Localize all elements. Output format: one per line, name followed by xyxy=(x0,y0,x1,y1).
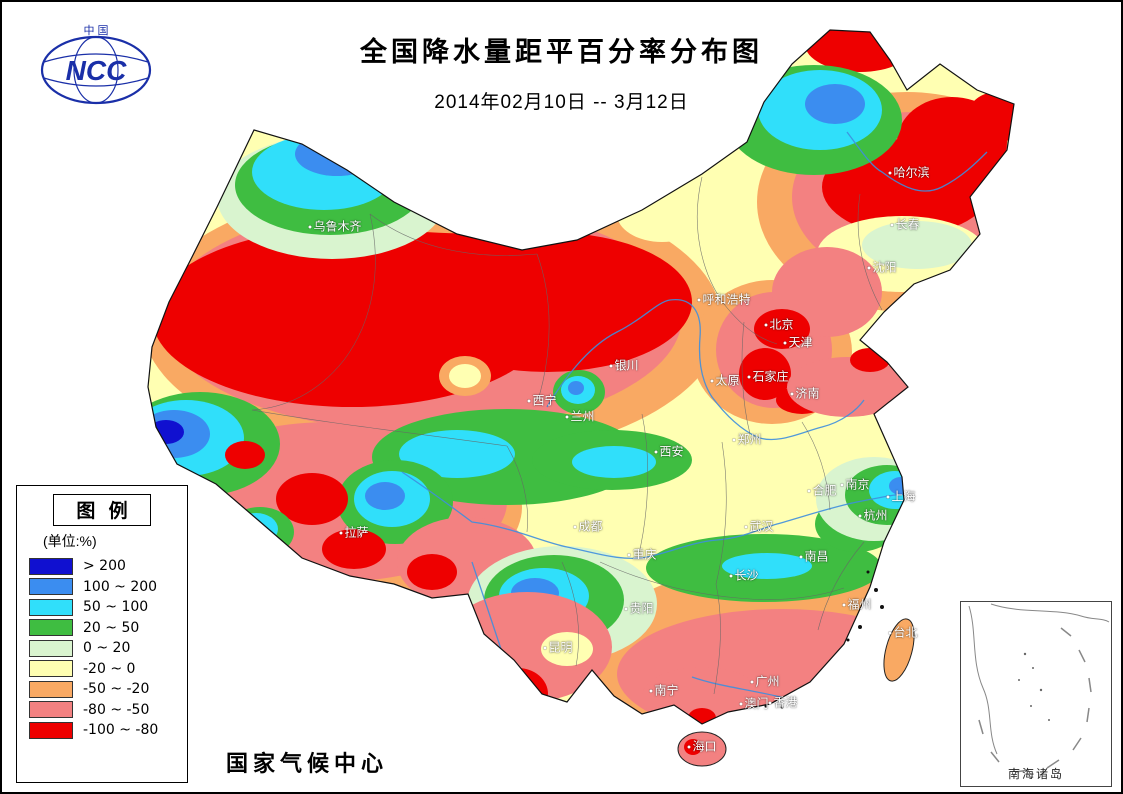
legend-swatch xyxy=(29,660,73,677)
legend-item: -20 ~ 0 xyxy=(29,660,187,677)
coast-islets xyxy=(764,570,884,709)
legend-label: > 200 xyxy=(83,558,126,574)
legend-swatch xyxy=(29,701,73,718)
legend-item: > 200 xyxy=(29,557,187,575)
nine-dash-line xyxy=(978,627,1092,773)
province-boundaries xyxy=(251,176,883,695)
legend-unit: (单位:%) xyxy=(43,533,97,549)
inset-label: 南海诸岛 xyxy=(1007,767,1064,781)
legend-swatch xyxy=(29,557,73,575)
legend-swatch xyxy=(29,598,73,616)
legend-item: 0 ~ 20 xyxy=(29,639,187,657)
china-outline xyxy=(147,29,1015,725)
inset-map xyxy=(968,603,1110,773)
legend-item: -100 ~ -80 xyxy=(29,721,187,739)
legend-label: -80 ~ -50 xyxy=(83,701,150,718)
legend-item: 50 ~ 100 xyxy=(29,598,187,616)
legend-item: 100 ~ 200 xyxy=(29,578,187,595)
legend-item: -50 ~ -20 xyxy=(29,680,187,698)
legend-swatch xyxy=(29,619,73,636)
legend-label: 50 ~ 100 xyxy=(83,599,149,615)
taiwan-island xyxy=(883,618,915,682)
legend-label: -100 ~ -80 xyxy=(83,722,159,738)
legend-label: -50 ~ -20 xyxy=(83,681,150,697)
legend: 图 例 (单位:%) > 200 100 ~ 200 50 ~ 100 20 ~ 50… xyxy=(16,485,188,783)
legend-label: 20 ~ 50 xyxy=(83,619,140,636)
legend-swatch xyxy=(29,680,73,698)
hainan-red-spot xyxy=(684,739,702,755)
legend-label: -20 ~ 0 xyxy=(83,660,136,677)
map-title: 全国降水量距平百分率分布图 xyxy=(360,37,763,67)
anomaly-field xyxy=(148,30,1014,724)
legend-items: > 200 100 ~ 200 50 ~ 100 20 ~ 50 0 ~ 20 -20 ~… xyxy=(17,557,187,739)
legend-label: 100 ~ 200 xyxy=(83,578,158,595)
logo-ncc-text: NCC xyxy=(66,55,127,86)
legend-item: -80 ~ -50 xyxy=(29,701,187,718)
south-china-sea-inset: 南海诸岛 xyxy=(960,601,1112,787)
legend-item: 20 ~ 50 xyxy=(29,619,187,636)
source-label: 国家气候中心 xyxy=(226,751,389,776)
ncc-logo: 中 国 NCC xyxy=(40,24,152,105)
legend-title: 图 例 xyxy=(53,494,151,526)
inset-islands xyxy=(1018,652,1050,721)
legend-swatch xyxy=(29,639,73,657)
map-date-range: 2014年02月10日 -- 3月12日 xyxy=(434,92,689,113)
legend-swatch xyxy=(29,721,73,739)
legend-swatch xyxy=(29,578,73,595)
logo-top-text: 中 国 xyxy=(83,24,108,37)
legend-label: 0 ~ 20 xyxy=(83,640,131,656)
